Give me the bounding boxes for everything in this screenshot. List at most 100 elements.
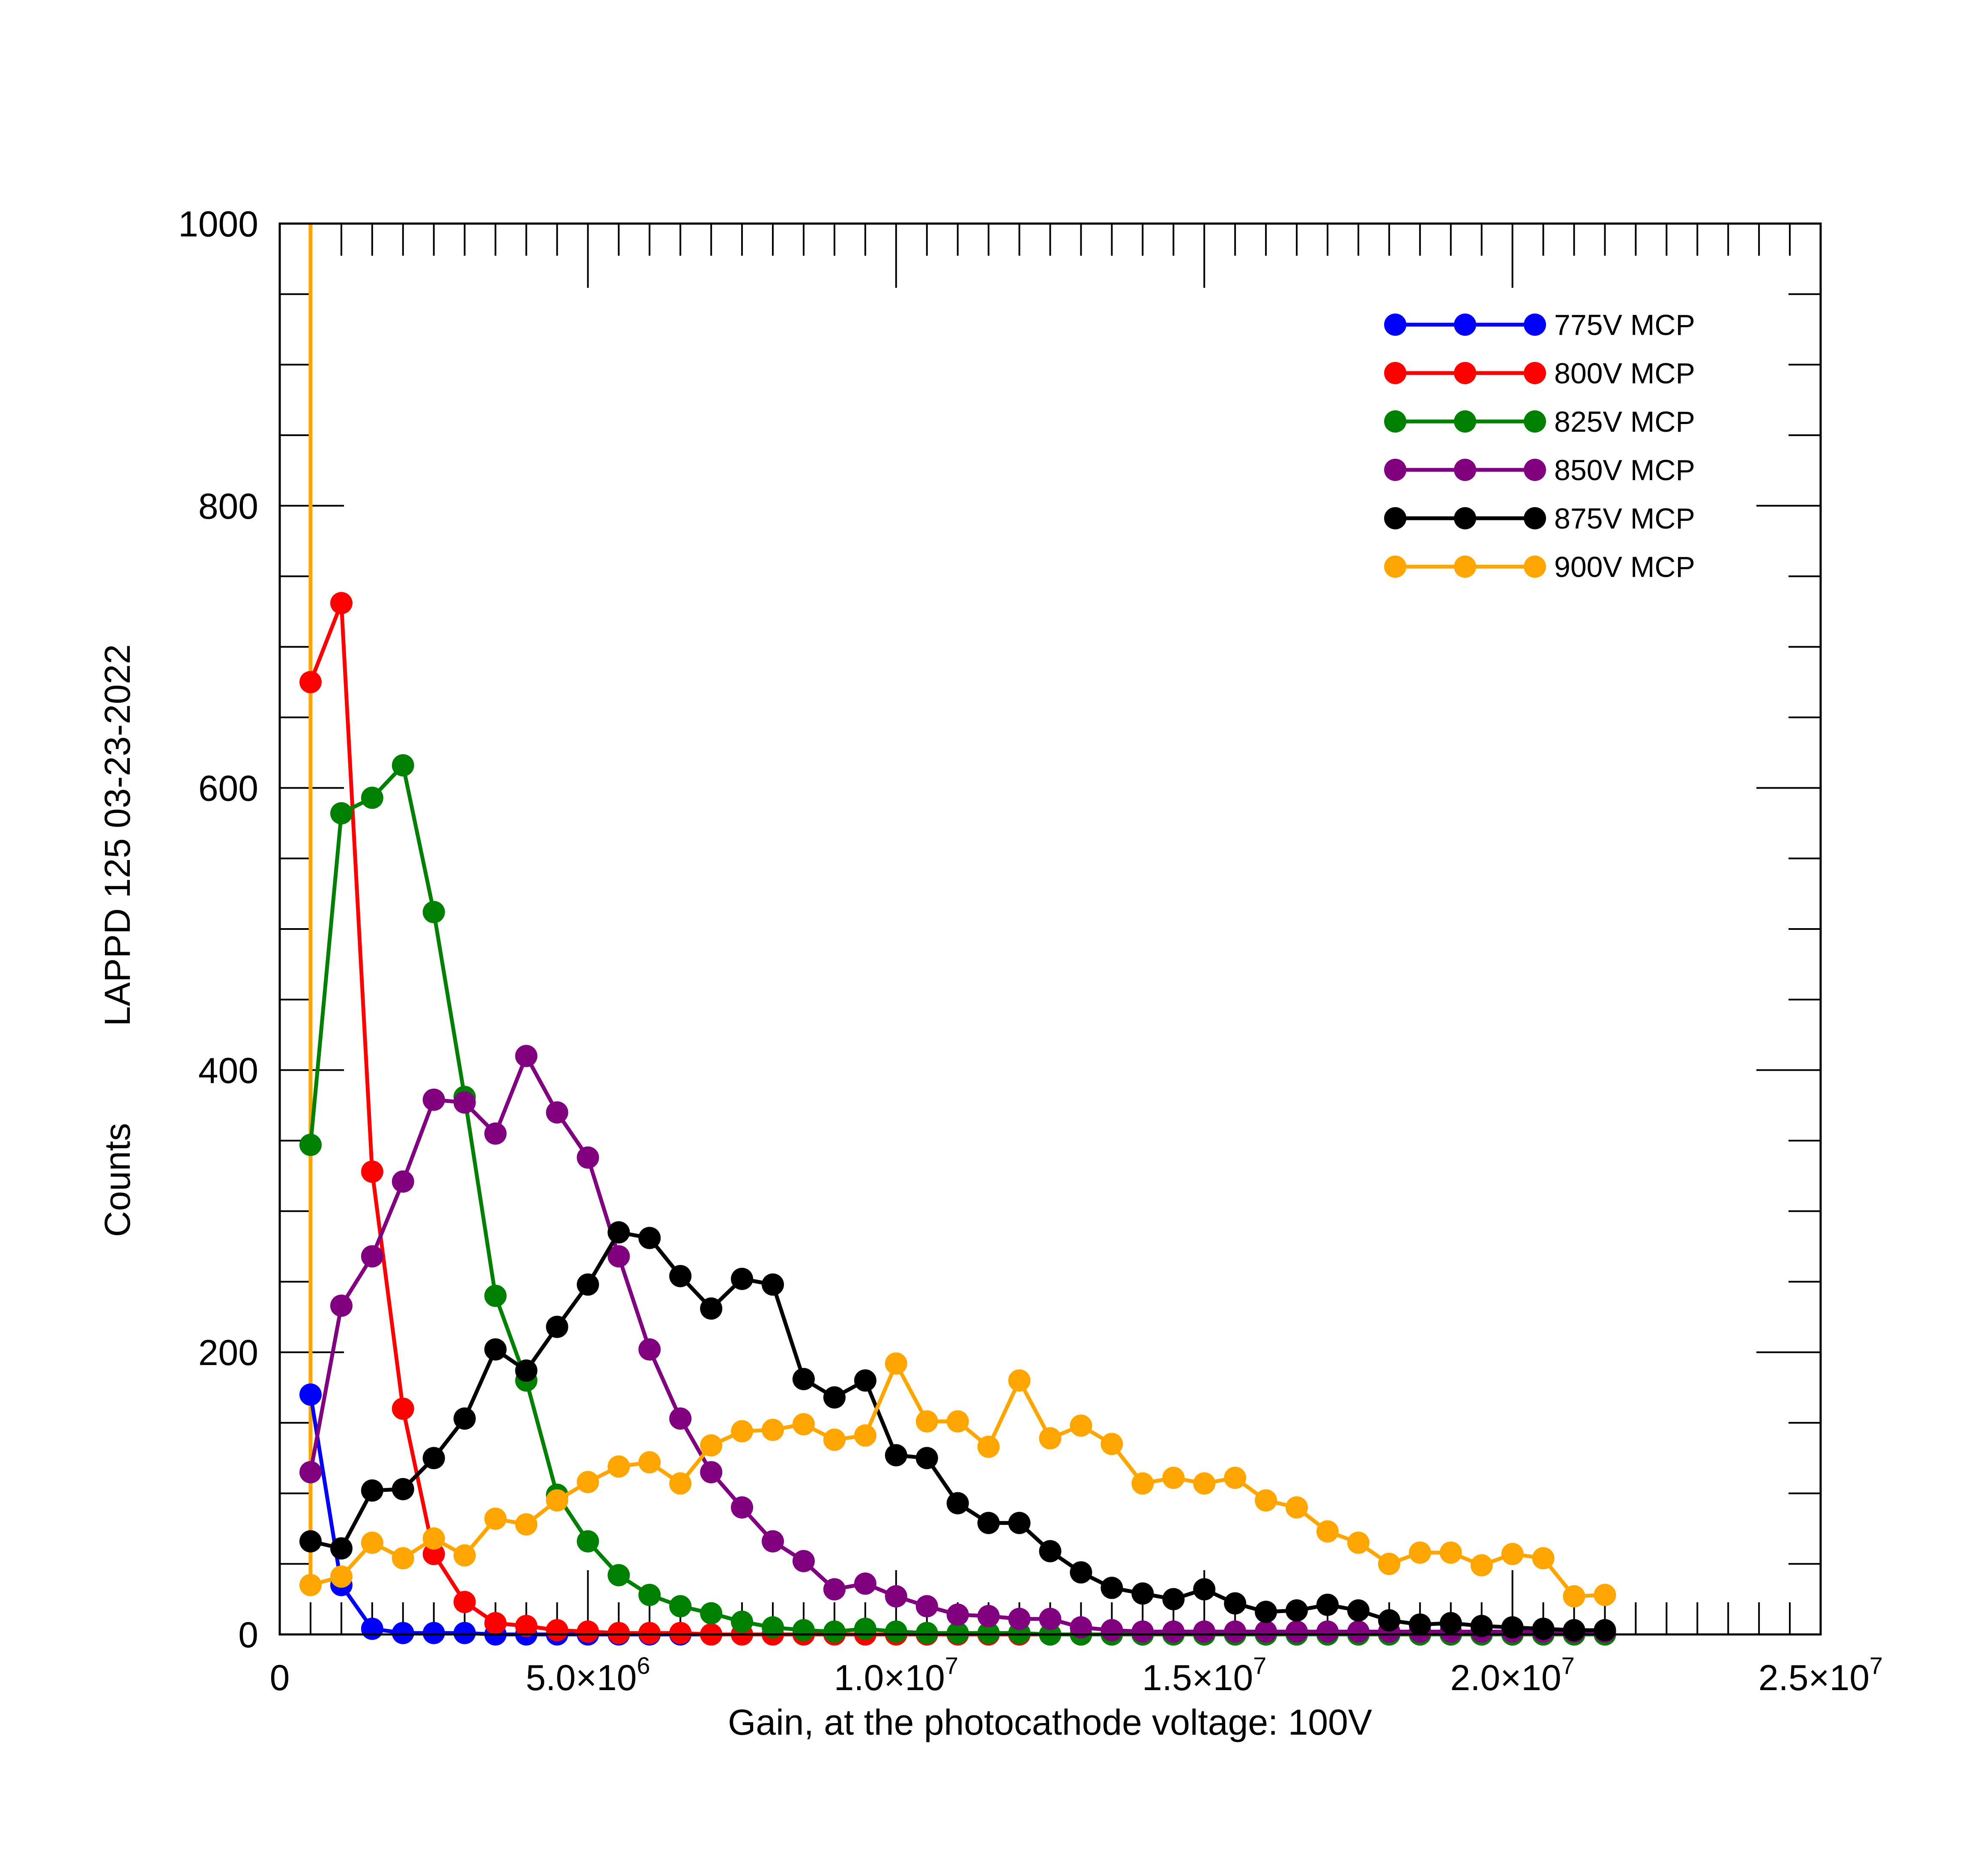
data-point-875v-mcp (1131, 1582, 1154, 1605)
data-point-875v-mcp (854, 1369, 876, 1392)
x-axis-label: Gain, at the photocathode voltage: 100V (728, 1702, 1372, 1742)
data-point-900v-mcp (1131, 1472, 1154, 1495)
tick-labels: 0 5.0×106 1.0×107 1.5×107 2.0×107 2.5×107 0 200… (178, 204, 1883, 1698)
data-point-900v-mcp (1378, 1553, 1400, 1575)
x-tick-label: 1.5×107 (1142, 1652, 1266, 1698)
legend-marker (1454, 362, 1476, 384)
data-point-875v-mcp (915, 1447, 938, 1470)
data-point-900v-mcp (885, 1352, 907, 1375)
data-point-850v-mcp (885, 1585, 907, 1608)
legend-label: 775V MCP (1554, 309, 1695, 341)
data-point-825v-mcp (823, 1620, 846, 1643)
data-point-900v-mcp (946, 1410, 969, 1433)
data-point-875v-mcp (885, 1444, 907, 1467)
data-point-875v-mcp (1008, 1512, 1031, 1534)
data-point-900v-mcp (1162, 1467, 1185, 1489)
legend-marker (1384, 459, 1406, 481)
data-point-875v-mcp (453, 1407, 476, 1430)
data-point-850v-mcp (1347, 1620, 1370, 1643)
data-point-800v-mcp (361, 1160, 383, 1183)
data-point-875v-mcp (299, 1530, 322, 1553)
x-tick-label: 2.0×107 (1450, 1652, 1574, 1698)
data-point-800v-mcp (669, 1622, 692, 1644)
data-point-800v-mcp (453, 1591, 476, 1613)
data-point-900v-mcp (1193, 1472, 1216, 1495)
legend-label: 850V MCP (1554, 454, 1695, 487)
data-point-900v-mcp (915, 1410, 938, 1433)
legend-marker (1524, 459, 1546, 481)
data-point-825v-mcp (731, 1610, 754, 1633)
data-point-850v-mcp (638, 1338, 661, 1361)
data-point-900v-mcp (1470, 1554, 1493, 1577)
data-point-825v-mcp (607, 1564, 630, 1586)
data-point-900v-mcp (1070, 1414, 1092, 1437)
data-point-850v-mcp (854, 1572, 876, 1595)
data-point-825v-mcp (762, 1616, 784, 1639)
y-tick-label: 800 (198, 486, 258, 526)
legend-marker (1454, 507, 1476, 529)
data-point-825v-mcp (669, 1595, 692, 1618)
data-point-850v-mcp (392, 1170, 414, 1193)
data-point-900v-mcp (700, 1434, 723, 1457)
data-point-850v-mcp (1101, 1619, 1123, 1642)
data-point-875v-mcp (946, 1492, 969, 1515)
data-point-875v-mcp (1224, 1592, 1247, 1615)
data-point-900v-mcp (1008, 1369, 1031, 1392)
data-point-875v-mcp (1255, 1601, 1277, 1623)
data-point-900v-mcp (330, 1565, 353, 1588)
legend-item: 800V MCP (1384, 357, 1695, 390)
data-point-850v-mcp (1131, 1620, 1154, 1643)
data-point-875v-mcp (792, 1368, 815, 1390)
data-point-875v-mcp (361, 1479, 383, 1502)
data-point-825v-mcp (946, 1622, 969, 1644)
legend-marker (1524, 556, 1546, 578)
data-point-900v-mcp (762, 1419, 784, 1441)
data-point-875v-mcp (1439, 1612, 1462, 1634)
data-point-875v-mcp (1162, 1588, 1185, 1610)
legend-item: 825V MCP (1384, 406, 1695, 438)
data-point-875v-mcp (669, 1265, 692, 1288)
legend-marker (1454, 314, 1476, 336)
data-point-825v-mcp (330, 802, 353, 824)
data-point-900v-mcp (422, 1527, 445, 1550)
data-point-850v-mcp (330, 1294, 353, 1317)
data-point-875v-mcp (1409, 1613, 1431, 1636)
data-point-875v-mcp (515, 1359, 538, 1382)
data-point-875v-mcp (330, 1537, 353, 1560)
data-point-825v-mcp (392, 754, 414, 777)
data-point-825v-mcp (484, 1285, 507, 1307)
data-point-875v-mcp (1501, 1616, 1524, 1639)
data-point-775v-mcp (299, 1383, 322, 1406)
data-point-900v-mcp (1409, 1541, 1431, 1564)
data-point-850v-mcp (1070, 1616, 1092, 1639)
legend-marker (1384, 410, 1406, 433)
data-point-900v-mcp (792, 1413, 815, 1436)
data-point-900v-mcp (1224, 1467, 1247, 1489)
legend-marker (1384, 507, 1406, 529)
x-tick-label: 0 (270, 1658, 290, 1698)
data-point-850v-mcp (731, 1496, 754, 1519)
y-tick-label: 0 (238, 1615, 258, 1655)
data-point-875v-mcp (1286, 1599, 1308, 1622)
data-point-875v-mcp (1070, 1561, 1092, 1584)
data-point-850v-mcp (762, 1530, 784, 1553)
x-tick-label: 1.0×107 (834, 1652, 958, 1698)
data-point-900v-mcp (1439, 1541, 1462, 1564)
legend-marker (1524, 362, 1546, 384)
data-point-850v-mcp (484, 1122, 507, 1145)
data-point-825v-mcp (299, 1133, 322, 1156)
data-point-900v-mcp (361, 1531, 383, 1554)
legend-label: 800V MCP (1554, 357, 1695, 390)
data-point-900v-mcp (638, 1451, 661, 1474)
data-point-875v-mcp (1470, 1615, 1493, 1637)
data-point-850v-mcp (515, 1045, 538, 1067)
data-point-900v-mcp (669, 1472, 692, 1495)
legend-marker (1384, 556, 1406, 578)
data-point-900v-mcp (1286, 1496, 1308, 1519)
data-point-900v-mcp (484, 1507, 507, 1530)
data-point-875v-mcp (977, 1512, 1000, 1534)
y-tick-label: 1000 (178, 204, 258, 244)
data-point-850v-mcp (1255, 1620, 1277, 1643)
data-point-850v-mcp (1008, 1607, 1031, 1630)
